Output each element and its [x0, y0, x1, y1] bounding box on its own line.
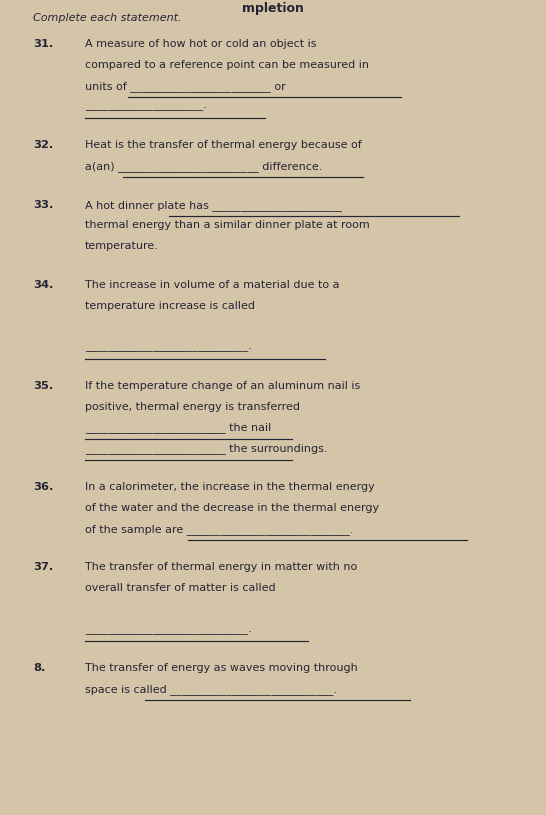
- Text: of the sample are _____________________________.: of the sample are ______________________…: [85, 523, 353, 535]
- Text: If the temperature change of an aluminum nail is: If the temperature change of an aluminum…: [85, 381, 360, 391]
- Text: temperature.: temperature.: [85, 241, 158, 251]
- Text: 34.: 34.: [33, 280, 53, 290]
- Text: 37.: 37.: [33, 562, 53, 572]
- Text: compared to a reference point can be measured in: compared to a reference point can be mea…: [85, 60, 369, 70]
- Text: units of _________________________ or: units of _________________________ or: [85, 81, 286, 91]
- Text: Complete each statement.: Complete each statement.: [33, 13, 181, 23]
- Text: The transfer of energy as waves moving through: The transfer of energy as waves moving t…: [85, 663, 358, 673]
- Text: _________________________ the nail: _________________________ the nail: [85, 422, 271, 434]
- Text: a(an) _________________________ difference.: a(an) _________________________ differen…: [85, 161, 322, 172]
- Text: Heat is the transfer of thermal energy because of: Heat is the transfer of thermal energy b…: [85, 140, 361, 150]
- Text: overall transfer of matter is called: overall transfer of matter is called: [85, 584, 275, 593]
- Text: thermal energy than a similar dinner plate at room: thermal energy than a similar dinner pla…: [85, 220, 370, 231]
- Text: of the water and the decrease in the thermal energy: of the water and the decrease in the the…: [85, 503, 379, 513]
- Text: 36.: 36.: [33, 482, 53, 492]
- Text: A measure of how hot or cold an object is: A measure of how hot or cold an object i…: [85, 39, 316, 49]
- Text: _____________________________.: _____________________________.: [85, 625, 251, 635]
- Text: _________________________ the surroundings.: _________________________ the surroundin…: [85, 443, 327, 454]
- Text: 33.: 33.: [33, 200, 53, 209]
- Text: space is called _____________________________.: space is called ________________________…: [85, 685, 337, 695]
- Text: 8.: 8.: [33, 663, 45, 673]
- Text: _____________________.: _____________________.: [85, 102, 206, 112]
- Text: 32.: 32.: [33, 140, 53, 150]
- Text: mpletion: mpletion: [242, 2, 304, 15]
- Text: 35.: 35.: [33, 381, 53, 391]
- Text: The transfer of thermal energy in matter with no: The transfer of thermal energy in matter…: [85, 562, 357, 572]
- Text: In a calorimeter, the increase in the thermal energy: In a calorimeter, the increase in the th…: [85, 482, 375, 492]
- Text: A hot dinner plate has _______________________: A hot dinner plate has _________________…: [85, 200, 341, 210]
- Text: 31.: 31.: [33, 39, 53, 49]
- Text: temperature increase is called: temperature increase is called: [85, 301, 254, 311]
- Text: The increase in volume of a material due to a: The increase in volume of a material due…: [85, 280, 339, 290]
- Text: positive, thermal energy is transferred: positive, thermal energy is transferred: [85, 402, 300, 412]
- Text: _____________________________.: _____________________________.: [85, 342, 251, 352]
